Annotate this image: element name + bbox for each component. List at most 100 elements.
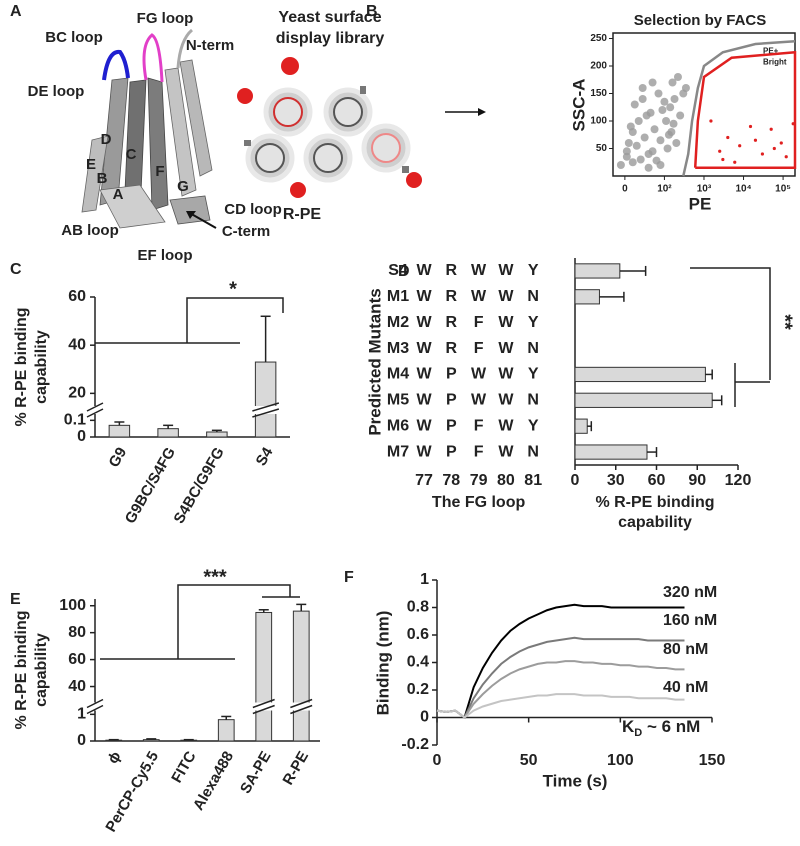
x-axis-label: % R-PE binding — [595, 494, 714, 511]
bar — [574, 263, 621, 279]
x-tick-label: 10⁴ — [735, 184, 751, 195]
bar — [574, 289, 600, 305]
residue: R — [446, 314, 458, 331]
binding-curve — [436, 636, 685, 720]
bright-point — [769, 127, 773, 131]
bright-point — [718, 149, 722, 153]
x-tick-label: 120 — [725, 472, 752, 489]
structure-label: D — [101, 131, 112, 148]
panel-label: B — [366, 3, 378, 20]
event-point — [628, 158, 637, 167]
bright-point — [779, 141, 783, 145]
bar — [574, 444, 648, 460]
residue: Y — [528, 262, 539, 279]
bright-point — [733, 160, 737, 164]
structure-label: N-term — [186, 37, 234, 54]
bracket — [177, 584, 291, 659]
axis-break — [86, 408, 104, 418]
y-tick-label: 0.2 — [407, 681, 429, 698]
residue: F — [474, 314, 484, 331]
event-point — [640, 133, 649, 142]
x-axis-label: PE — [689, 194, 712, 213]
axis-break — [252, 408, 280, 418]
structure-label: EF loop — [138, 247, 193, 264]
residue: Y — [528, 366, 539, 383]
chart-title: Selection by FACS — [634, 12, 767, 29]
y-tick-label: 0.1 — [64, 412, 86, 429]
cell — [263, 57, 313, 137]
structure-label: C-term — [222, 223, 270, 240]
cell — [303, 133, 353, 183]
residue: W — [498, 417, 514, 434]
x-tick-label: 0 — [622, 184, 628, 195]
panel-label: A — [10, 3, 22, 20]
event-point — [636, 155, 645, 164]
category-label: M2 — [387, 314, 409, 331]
x-tick-label: S4 — [253, 444, 277, 469]
event-point — [672, 139, 681, 147]
event-point — [662, 117, 671, 125]
y-tick-label: 20 — [68, 385, 86, 402]
event-point — [630, 100, 639, 109]
y-axis-label: % R-PE binding — [13, 610, 30, 729]
residue: N — [527, 340, 539, 357]
plot-frame — [612, 32, 796, 177]
panel-label: F — [344, 569, 354, 586]
significance: ** — [774, 314, 796, 330]
axis-break — [290, 704, 313, 715]
structure-label: CD loop — [224, 201, 282, 218]
residue: W — [498, 340, 514, 357]
x-tick-label: SA-PE — [237, 748, 275, 796]
binding-curve — [436, 660, 685, 719]
event-point — [664, 130, 673, 139]
bar — [206, 431, 228, 438]
y-tick-label: 250 — [590, 33, 607, 44]
event-point — [632, 141, 641, 150]
structure-label: B — [97, 170, 108, 187]
structure-label: A — [113, 186, 124, 203]
category-label: M5 — [387, 392, 409, 409]
residue: P — [446, 417, 457, 434]
axis-break — [86, 698, 104, 709]
bright-point — [772, 146, 776, 151]
event-point — [654, 89, 663, 98]
x-axis-label: Time (s) — [543, 771, 608, 790]
arrowhead — [186, 211, 196, 219]
strand — [164, 67, 197, 197]
bright-point — [753, 138, 758, 142]
residue: W — [416, 366, 432, 383]
y-tick-label: 0 — [77, 732, 86, 749]
x-tick-label: 100 — [607, 752, 634, 769]
x-tick-label: G9BC/S4FG — [122, 444, 179, 526]
bar — [574, 392, 713, 408]
y-axis-label: Predicted Mutants — [365, 288, 384, 435]
axis-break — [86, 704, 104, 715]
bracket — [186, 297, 284, 343]
x-tick-label: 30 — [607, 472, 625, 489]
x-tick-label: S4BC/G9FG — [171, 444, 228, 526]
residue: R — [446, 288, 458, 305]
event-point — [656, 136, 665, 145]
event-point — [663, 144, 672, 153]
y-tick-label: 0 — [77, 428, 86, 445]
residue: W — [416, 417, 432, 434]
gate — [682, 40, 796, 177]
bright-point — [738, 144, 742, 148]
event-point — [616, 161, 625, 169]
y-axis-label: capability — [33, 633, 50, 707]
y-tick-label: 200 — [590, 61, 607, 72]
bright-point — [726, 135, 730, 140]
y-tick-label: 40 — [68, 336, 86, 353]
residue: W — [498, 366, 514, 383]
residue: W — [498, 288, 514, 305]
bright-point — [721, 157, 725, 162]
axis-break-gap — [87, 406, 103, 414]
residue: R — [446, 340, 458, 357]
event-point — [634, 117, 643, 125]
binding-curve — [436, 603, 685, 720]
bright-point — [784, 155, 788, 159]
n-term — [176, 28, 194, 69]
event-point — [638, 84, 647, 92]
x-tick-label: 90 — [688, 472, 706, 489]
x-tick-label: 0 — [571, 472, 580, 489]
